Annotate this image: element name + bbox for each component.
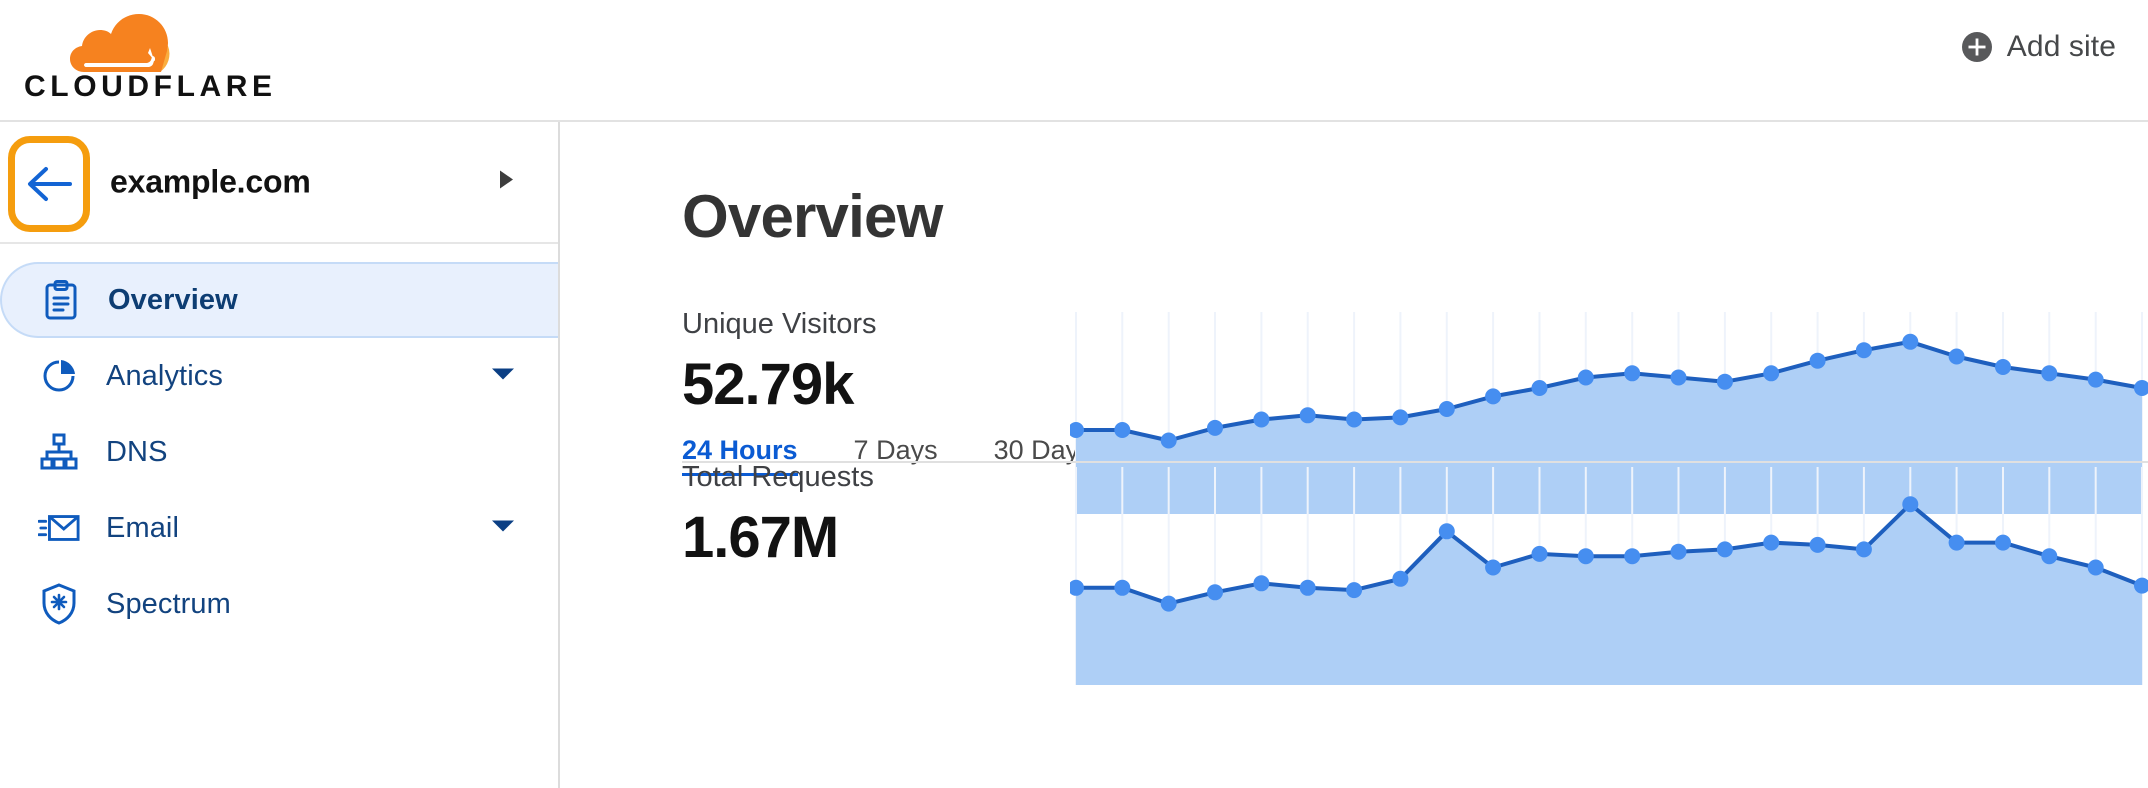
tab-24-hours[interactable]: 24 Hours xyxy=(682,435,798,476)
sidebar-item-label: Overview xyxy=(108,283,238,316)
top-bar: CLOUDFLARE Add site xyxy=(0,0,2148,122)
chart-area-fill xyxy=(1076,504,2142,685)
chart-total-requests[interactable] xyxy=(1070,437,2148,717)
pie-chart-icon xyxy=(38,355,80,397)
back-button[interactable] xyxy=(8,136,90,232)
metric-label: Unique Visitors xyxy=(682,308,877,340)
sidebar-item-label: Analytics xyxy=(106,359,223,392)
shield-starburst-icon xyxy=(38,583,80,625)
chart-data-points xyxy=(1070,496,2148,612)
time-range-tabs: 24 Hours 7 Days 30 Days xyxy=(682,435,1149,476)
chevron-down-icon[interactable] xyxy=(490,366,516,387)
metric-unique-visitors: Unique Visitors 52.79k xyxy=(682,308,877,418)
sidebar-item-label: Email xyxy=(106,511,180,544)
arrow-left-icon xyxy=(28,167,72,201)
sidebar-item-label: DNS xyxy=(106,435,168,468)
cloudflare-logo[interactable]: CLOUDFLARE xyxy=(22,8,272,100)
chart-unique-visitors[interactable] xyxy=(1070,282,2148,550)
cloudflare-wordmark: CLOUDFLARE xyxy=(24,70,272,100)
main-content: Overview 24 Hours 7 Days 30 Days 27 NOVE… xyxy=(562,122,2148,788)
chart-area-fill xyxy=(1076,341,2142,514)
caret-right-icon[interactable] xyxy=(496,168,516,197)
add-site-label: Add site xyxy=(2006,30,2116,63)
sidebar-nav: Overview Analytics xyxy=(0,244,558,642)
cloudflare-cloud-icon xyxy=(70,14,170,72)
section-divider xyxy=(682,461,2148,463)
sidebar: example.com Overview xyxy=(0,122,560,788)
chevron-down-icon[interactable] xyxy=(490,518,516,539)
sidebar-item-spectrum[interactable]: Spectrum xyxy=(0,566,558,642)
sidebar-item-email[interactable]: Email xyxy=(0,490,558,566)
add-site-button[interactable]: Add site xyxy=(1957,26,2120,68)
sidebar-item-label: Spectrum xyxy=(106,587,231,620)
sidebar-item-analytics[interactable]: Analytics xyxy=(0,338,558,414)
tab-7-days[interactable]: 7 Days xyxy=(853,435,938,465)
envelope-icon xyxy=(38,507,80,549)
metric-value: 1.67M xyxy=(682,505,839,570)
page-title: Overview xyxy=(682,183,943,250)
sidebar-item-dns[interactable]: DNS xyxy=(0,414,558,490)
dns-hierarchy-icon xyxy=(38,431,80,473)
chart-data-points xyxy=(1070,333,2148,449)
metric-label: Total Requests xyxy=(682,461,874,493)
metric-total-requests: Total Requests 1.67M xyxy=(682,461,874,571)
clipboard-icon xyxy=(40,279,82,321)
site-selector-row: example.com xyxy=(0,122,558,244)
sidebar-item-overview[interactable]: Overview xyxy=(0,262,558,338)
metric-value: 52.79k xyxy=(682,352,854,417)
plus-circle-icon xyxy=(1961,31,1993,63)
site-name: example.com xyxy=(110,163,311,200)
